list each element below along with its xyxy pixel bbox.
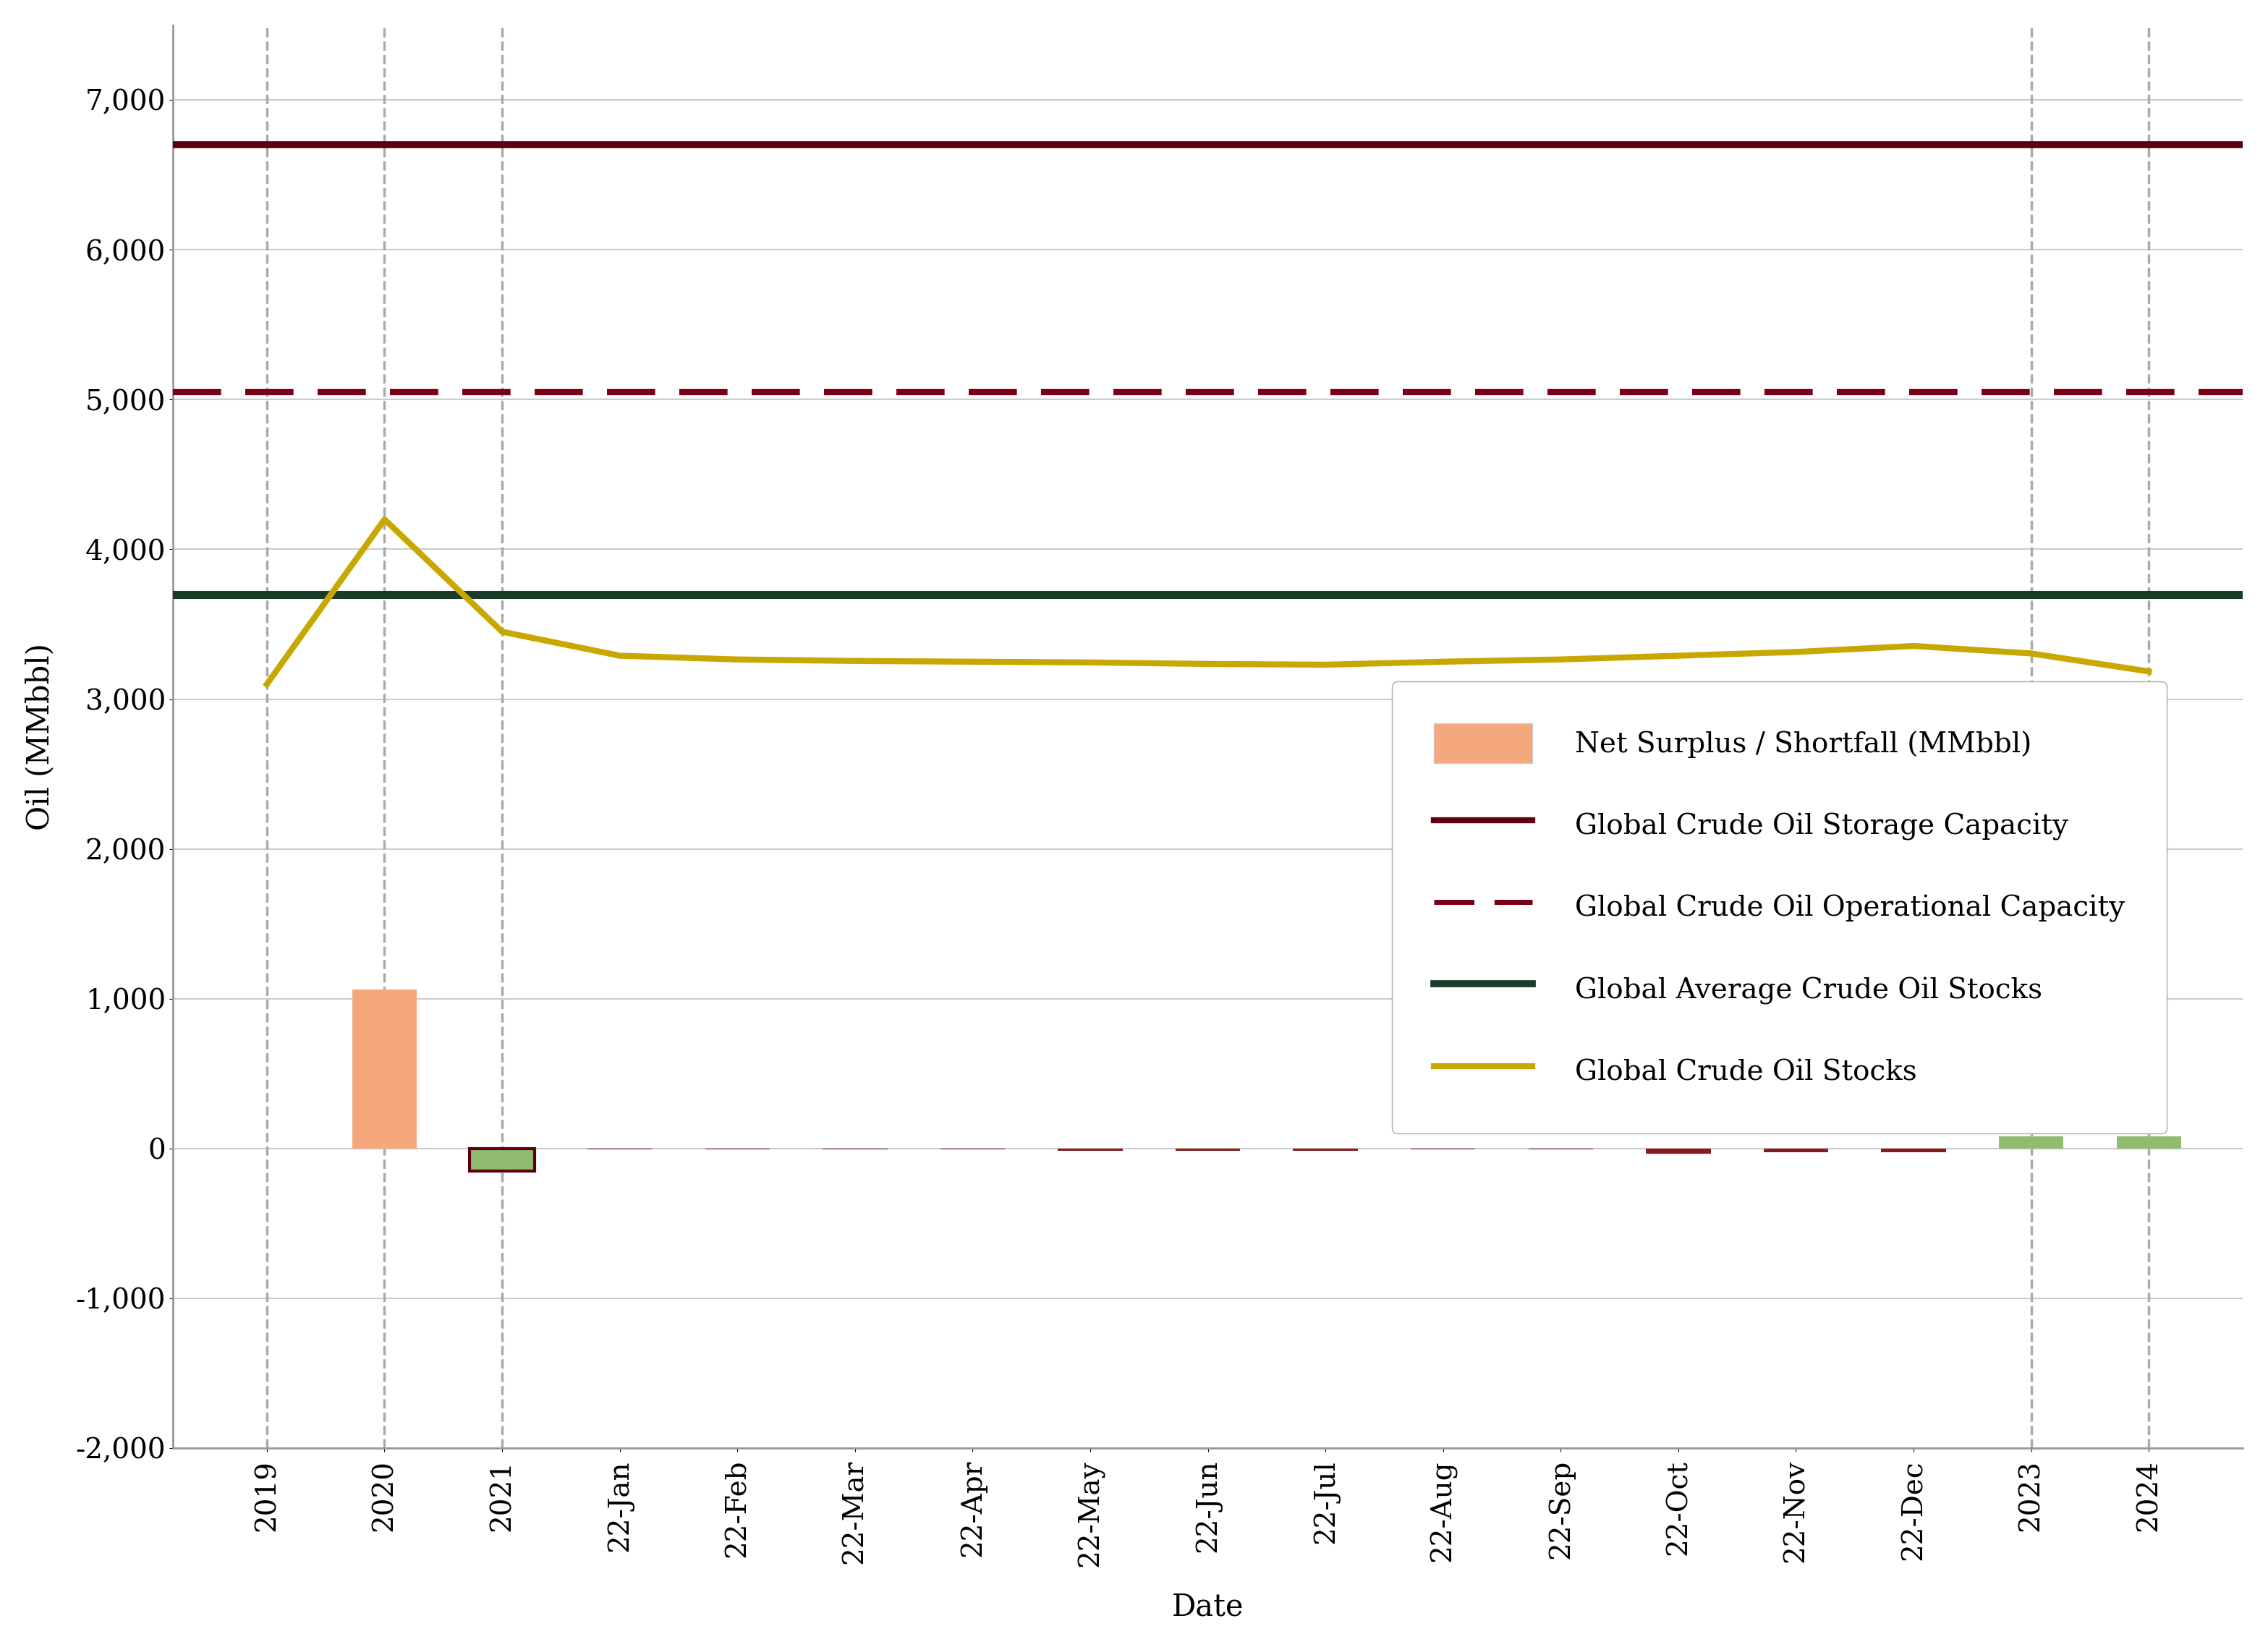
Bar: [1765, 1148, 1828, 1153]
Y-axis label: Oil (MMbbl): Oil (MMbbl): [25, 642, 54, 830]
Bar: [352, 990, 417, 1148]
Bar: [1647, 1148, 1710, 1155]
Bar: [1057, 1148, 1123, 1151]
Bar: [1880, 1148, 1946, 1153]
Bar: [1998, 1136, 2064, 1148]
Bar: [1175, 1148, 1241, 1151]
Bar: [469, 1148, 535, 1171]
X-axis label: Date: Date: [1173, 1591, 1243, 1622]
Bar: [1293, 1148, 1359, 1151]
Legend: Net Surplus / Shortfall (MMbbl), Global Crude Oil Storage Capacity, Global Crude: Net Surplus / Shortfall (MMbbl), Global …: [1393, 682, 2166, 1133]
Bar: [2116, 1136, 2182, 1148]
